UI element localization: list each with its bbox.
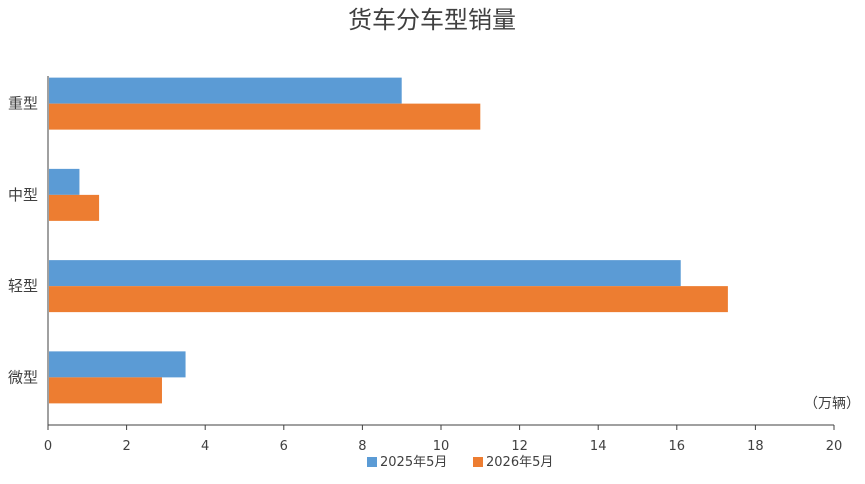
bar-series2-1: [49, 194, 100, 221]
legend-swatch: [367, 457, 377, 467]
category-label: 中型: [8, 186, 38, 204]
category-label: 重型: [8, 95, 38, 113]
chart-title: 货车分车型销量: [348, 6, 516, 34]
legend-swatch: [473, 457, 483, 467]
x-tick-label: 18: [747, 439, 764, 454]
x-tick-label: 0: [44, 439, 52, 454]
x-tick-label: 20: [826, 439, 843, 454]
x-tick-label: 6: [280, 439, 288, 454]
bar-series1-2: [49, 260, 681, 287]
x-tick-label: 10: [433, 439, 450, 454]
legend: 2025年5月 2026年5月: [367, 455, 553, 470]
bar-series1-1: [49, 168, 80, 195]
bar-series1-0: [49, 77, 402, 104]
legend-label: 2025年5月: [380, 455, 447, 470]
bar-series2-2: [49, 286, 728, 313]
bar-series2-0: [49, 103, 481, 130]
bar-series1-3: [49, 351, 186, 378]
x-tick-label: 16: [669, 439, 686, 454]
x-tick-label: 12: [511, 439, 528, 454]
x-tick-label: 8: [358, 439, 366, 454]
bar-series2-3: [49, 377, 162, 404]
category-label: 轻型: [8, 277, 38, 295]
legend-label: 2026年5月: [486, 455, 553, 470]
x-tick-label: 14: [590, 439, 607, 454]
category-label: 微型: [8, 368, 38, 386]
unit-label: （万辆）: [804, 396, 860, 412]
x-tick-label: 4: [201, 439, 209, 454]
x-tick-label: 2: [122, 439, 130, 454]
